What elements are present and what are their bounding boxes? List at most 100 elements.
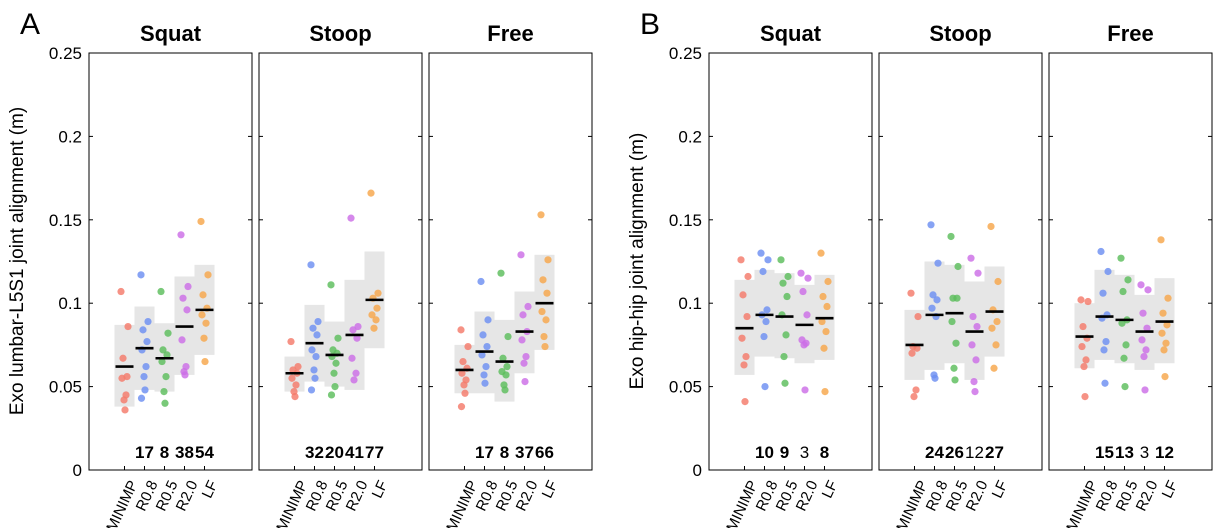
data-point [353, 334, 361, 342]
data-point [137, 394, 146, 402]
data-point [907, 289, 915, 297]
data-point [521, 377, 529, 386]
data-point [332, 359, 340, 367]
significance-label: 15 [1095, 443, 1114, 462]
data-point [327, 391, 336, 399]
data-point [308, 346, 316, 354]
data-point [157, 287, 165, 296]
data-point [327, 281, 335, 289]
data-point [1164, 294, 1172, 302]
subplot-title: Stoop [309, 21, 371, 46]
data-point [181, 371, 189, 379]
data-point [503, 362, 511, 371]
data-point [1097, 247, 1105, 256]
data-point [143, 337, 151, 346]
data-point [372, 316, 380, 324]
data-point [481, 379, 489, 387]
data-point [988, 324, 996, 332]
significance-label: 41 [345, 443, 364, 462]
data-point [199, 291, 207, 299]
data-point [478, 351, 486, 359]
data-point [540, 332, 548, 341]
data-point [160, 388, 168, 396]
data-point [799, 287, 807, 296]
data-point [947, 232, 955, 241]
data-point [764, 256, 772, 264]
subplot-title: Squat [140, 21, 202, 46]
data-point [537, 211, 545, 219]
data-point [928, 304, 936, 312]
data-point [480, 371, 488, 379]
data-point [198, 311, 206, 319]
data-point [331, 383, 339, 391]
significance-label: 13 [1115, 443, 1134, 462]
y-axis-label: Exo lumbar-L5S1 joint alignment (m) [7, 107, 28, 415]
data-point [914, 312, 922, 321]
significance-label: 3 [800, 443, 809, 462]
axes-frame [1048, 52, 1213, 471]
significance-label: 66 [535, 443, 554, 462]
significance-label: 38 [175, 443, 194, 462]
data-point [517, 251, 525, 259]
y-tick-label: 0.05 [49, 378, 82, 397]
data-point [204, 271, 212, 279]
data-point [348, 354, 356, 362]
y-tick-label: 0.2 [678, 127, 702, 146]
data-point [367, 189, 375, 197]
y-tick-label: 0.25 [49, 44, 82, 63]
data-point [742, 352, 750, 361]
panel-label: B [640, 8, 660, 41]
data-point [797, 269, 805, 277]
data-point [1079, 322, 1087, 331]
data-point [197, 217, 205, 226]
data-point [164, 329, 172, 337]
data-point [1159, 309, 1167, 317]
data-point [347, 214, 355, 222]
data-point [520, 359, 528, 367]
data-point [499, 354, 507, 362]
data-point [330, 369, 338, 377]
data-point [464, 342, 472, 351]
data-point [994, 277, 1002, 286]
significance-label: 8 [500, 443, 509, 462]
significance-label: 27 [985, 443, 1004, 462]
data-point [760, 332, 768, 341]
axes-frame [428, 52, 593, 471]
data-point [497, 269, 505, 277]
data-point [1139, 309, 1147, 317]
subplot-title: Stoop [929, 21, 991, 46]
data-point [1122, 341, 1130, 349]
significance-label: 17 [135, 443, 154, 462]
data-point [1084, 297, 1092, 306]
data-point [184, 282, 192, 291]
data-point [1119, 287, 1127, 296]
significance-label: 20 [325, 443, 344, 462]
data-point [163, 351, 171, 359]
group-lf: 8 LF [814, 249, 842, 501]
data-point [373, 304, 381, 312]
data-point [1144, 286, 1152, 294]
data-point [142, 362, 150, 371]
data-point [502, 371, 510, 379]
data-point [159, 346, 167, 354]
significance-label: 3 [1140, 443, 1149, 462]
data-point [311, 374, 319, 382]
data-point [738, 334, 746, 342]
data-point [1080, 362, 1088, 371]
data-point [952, 339, 960, 347]
data-point [800, 341, 808, 349]
group-lf: 54 LF [194, 217, 222, 501]
y-tick-label: 0.15 [669, 211, 702, 230]
data-point [910, 393, 918, 401]
data-point [1081, 393, 1089, 401]
data-point [1102, 337, 1110, 346]
data-point [761, 383, 769, 391]
significance-label: 12 [1155, 443, 1174, 462]
group-lf: 66 LF [534, 211, 562, 501]
data-point [1143, 324, 1151, 332]
data-point [141, 386, 149, 394]
significance-label: 10 [755, 443, 774, 462]
data-point [350, 376, 358, 384]
